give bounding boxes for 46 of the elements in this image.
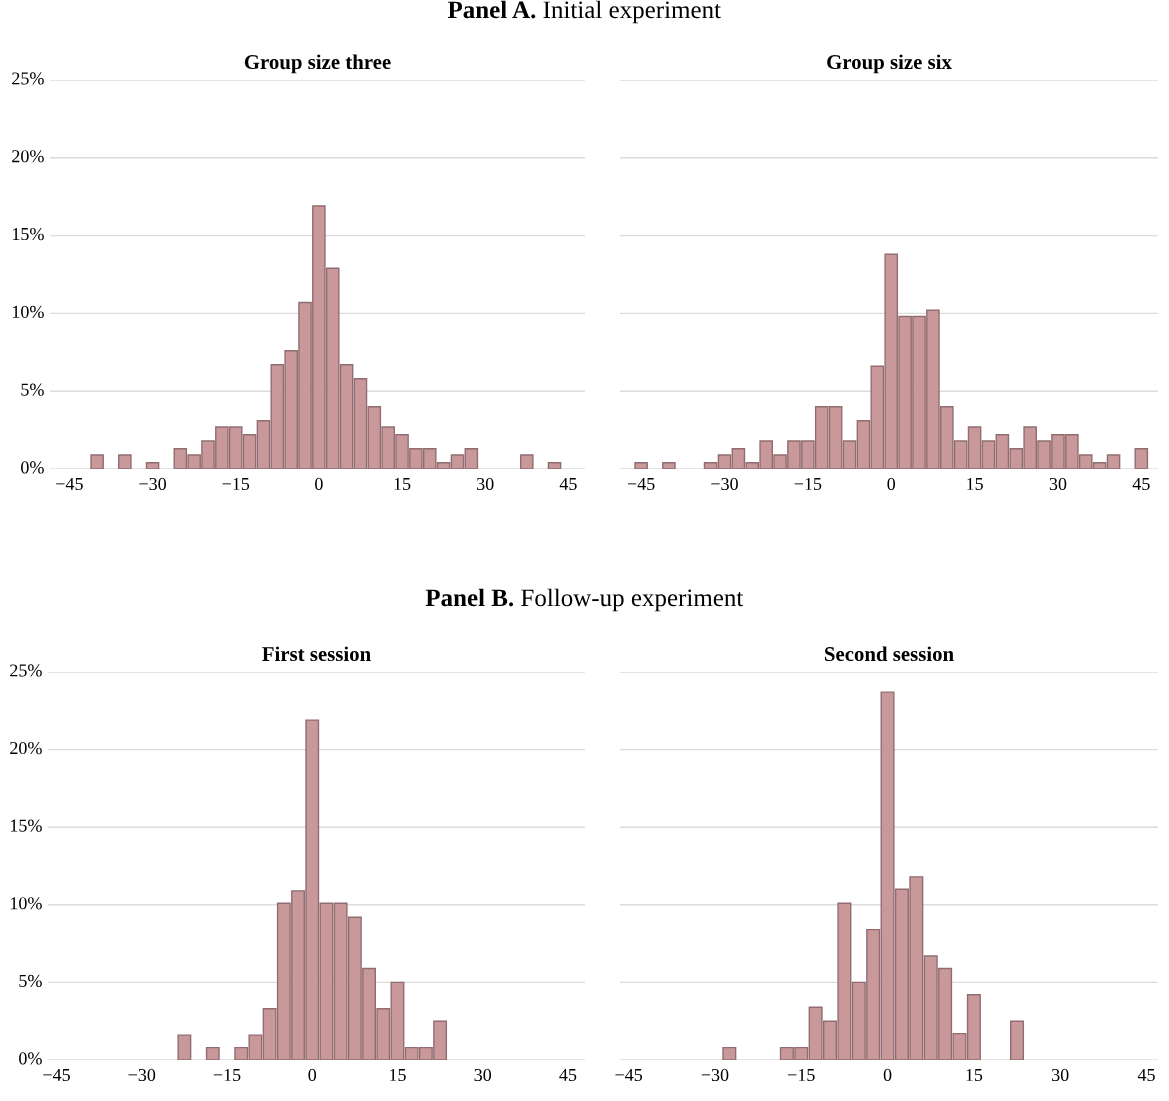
x-tick-label: 45: [559, 477, 577, 491]
x-tick-label: 30: [1049, 477, 1067, 491]
y-tick-label: 5%: [21, 383, 44, 396]
x-tick-label: −30: [139, 477, 166, 491]
x-tick-label: 15: [967, 477, 983, 491]
x-tick-label: −30: [128, 1068, 156, 1082]
x-tick-label: 45: [1137, 1068, 1155, 1082]
x-tick-label: 0: [315, 477, 323, 491]
y-tick-label: 5%: [19, 974, 42, 987]
x-tick-label: −15: [788, 1068, 815, 1082]
x-tick-label: −45: [615, 1068, 643, 1082]
y-tick-label: 15%: [12, 227, 44, 241]
x-tick-label: −30: [701, 1068, 729, 1082]
x-tick-label: 0: [887, 477, 896, 491]
x-tick-label: 15: [394, 477, 411, 491]
y-tick-label: 10%: [12, 305, 44, 318]
chart-title: First session: [262, 646, 371, 662]
x-tick-label: −15: [213, 1068, 241, 1082]
x-tick-label: 30: [477, 477, 494, 491]
x-tick-label: 30: [474, 1068, 492, 1082]
x-tick-label: 0: [883, 1068, 892, 1082]
y-tick-label: 25%: [12, 72, 44, 85]
x-tick-label: 45: [1132, 477, 1150, 491]
x-tick-label: −45: [43, 1068, 70, 1082]
y-tick-label: 20%: [12, 150, 44, 163]
chart-title: Second session: [824, 646, 954, 662]
y-tick-label: 25%: [10, 664, 42, 677]
text: Panel A. Initial experiment: [447, 0, 721, 24]
x-tick-label: 45: [559, 1068, 577, 1082]
x-tick-label: −30: [711, 477, 738, 491]
chart-title: Group size six: [827, 54, 952, 74]
x-tick-label: −45: [627, 477, 655, 491]
x-tick-label: 0: [308, 1068, 317, 1082]
y-tick-label: 10%: [10, 897, 42, 910]
x-tick-label: −15: [222, 477, 250, 491]
x-tick-label: −15: [794, 477, 822, 491]
x-tick-label: 30: [1052, 1068, 1069, 1082]
y-tick-label: 20%: [10, 741, 42, 755]
text: Panel B. Follow-up experiment: [425, 588, 744, 612]
y-tick-label: 0%: [21, 461, 44, 474]
chart-title: Group size three: [244, 54, 391, 74]
x-tick-label: 15: [966, 1068, 983, 1082]
x-tick-label: 15: [390, 1068, 406, 1082]
y-tick-label: 15%: [10, 819, 42, 832]
x-tick-label: −45: [56, 477, 83, 491]
y-tick-label: 0%: [19, 1052, 42, 1065]
